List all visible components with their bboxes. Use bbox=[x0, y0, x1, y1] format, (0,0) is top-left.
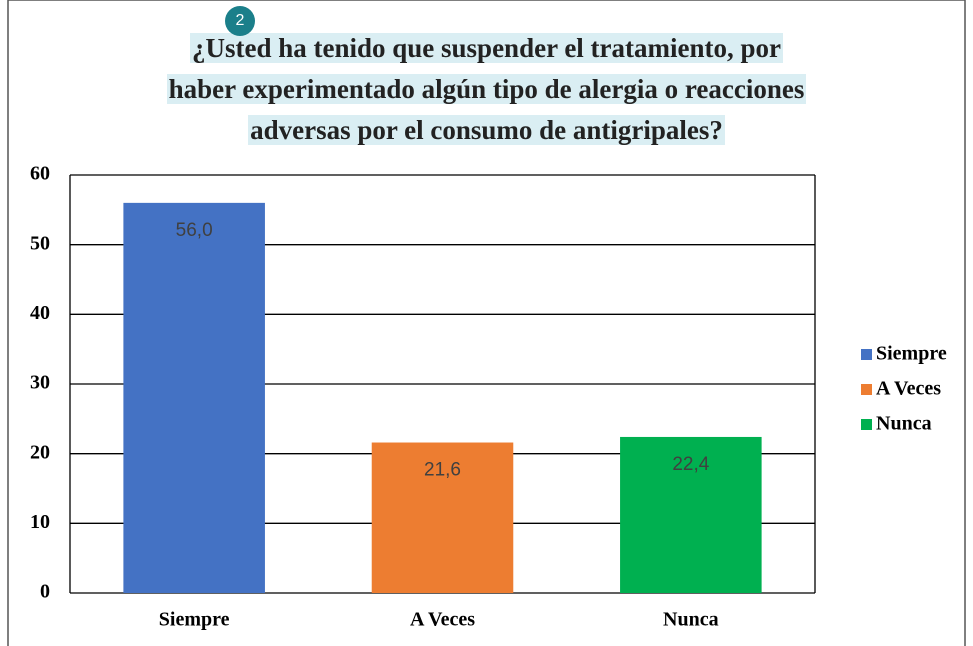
bar bbox=[123, 202, 265, 593]
chart-title: ¿Usted ha tenido que suspender el tratam… bbox=[0, 28, 973, 151]
y-tick-label: 0 bbox=[40, 581, 50, 603]
title-line: haber experimentado algún tipo de alergi… bbox=[166, 74, 807, 104]
badge: 2 bbox=[225, 6, 255, 36]
legend-label: A Veces bbox=[876, 378, 941, 400]
legend-swatch bbox=[861, 419, 872, 430]
y-tick-label: 10 bbox=[30, 511, 50, 533]
data-label: 22,4 bbox=[672, 454, 709, 475]
legend-swatch bbox=[861, 349, 872, 360]
x-tick-label: Nunca bbox=[663, 609, 719, 631]
bar bbox=[371, 442, 514, 593]
legend-swatch bbox=[861, 384, 872, 395]
data-label: 56,0 bbox=[176, 220, 213, 241]
legend-label: Siempre bbox=[876, 343, 947, 365]
y-tick-label: 30 bbox=[30, 372, 50, 394]
bar bbox=[620, 436, 762, 593]
title-line: adversas por el consumo de antigripales? bbox=[248, 115, 725, 145]
y-tick-label: 20 bbox=[30, 441, 50, 463]
x-tick-label: Siempre bbox=[159, 609, 230, 631]
frame bbox=[7, 0, 966, 646]
title-line: ¿Usted ha tenido que suspender el tratam… bbox=[189, 33, 784, 63]
y-tick-label: 50 bbox=[30, 232, 50, 254]
x-tick-label: A Veces bbox=[410, 609, 475, 631]
y-tick-label: 40 bbox=[30, 302, 50, 324]
legend-label: Nunca bbox=[876, 413, 932, 435]
data-label: 21,6 bbox=[424, 460, 461, 481]
y-tick-label: 60 bbox=[30, 163, 50, 185]
